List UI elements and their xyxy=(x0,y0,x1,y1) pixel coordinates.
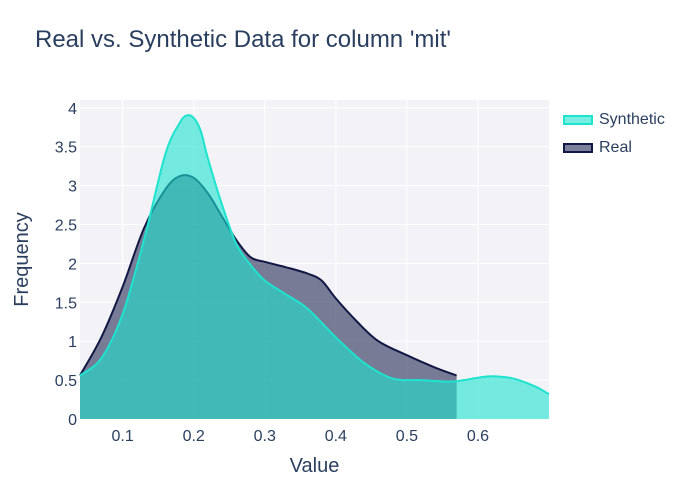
x-tick-label: 0.1 xyxy=(112,428,134,445)
x-tick-label: 0.5 xyxy=(396,428,418,445)
legend-label-real: Real xyxy=(599,139,632,156)
y-tick-label: 1 xyxy=(68,334,77,351)
legend-swatch-synthetic xyxy=(563,115,593,125)
x-tick-label: 0.6 xyxy=(467,428,489,445)
x-axis-title: Value xyxy=(290,455,340,477)
legend-item-real[interactable]: Real xyxy=(563,134,665,162)
y-axis-ticks: 0 0.5 1 1.5 2 2.5 3 3.5 4 xyxy=(55,101,77,429)
y-tick-label: 2.5 xyxy=(55,217,77,234)
legend[interactable]: Synthetic Real xyxy=(563,106,665,162)
x-tick-label: 0.3 xyxy=(254,428,276,445)
y-tick-label: 3.5 xyxy=(55,140,77,157)
y-axis-title: Frequency xyxy=(11,212,33,307)
x-tick-label: 0.4 xyxy=(325,428,347,445)
legend-label-synthetic: Synthetic xyxy=(599,111,665,128)
y-tick-label: 4 xyxy=(68,101,77,118)
series-areas xyxy=(79,114,550,420)
y-tick-label: 0 xyxy=(68,412,77,429)
x-axis-ticks: 0.1 0.2 0.3 0.4 0.5 0.6 xyxy=(112,428,490,445)
y-tick-label: 2 xyxy=(68,256,77,273)
y-tick-label: 0.5 xyxy=(55,373,77,390)
chart-title: Real vs. Synthetic Data for column 'mit' xyxy=(35,26,451,53)
series-line-synthetic xyxy=(79,114,550,395)
legend-item-synthetic[interactable]: Synthetic xyxy=(563,106,665,134)
area-fill-synthetic xyxy=(80,115,549,420)
y-tick-label: 1.5 xyxy=(55,295,77,312)
legend-swatch-real xyxy=(563,143,593,153)
y-tick-label: 3 xyxy=(68,179,77,196)
x-tick-label: 0.2 xyxy=(183,428,205,445)
